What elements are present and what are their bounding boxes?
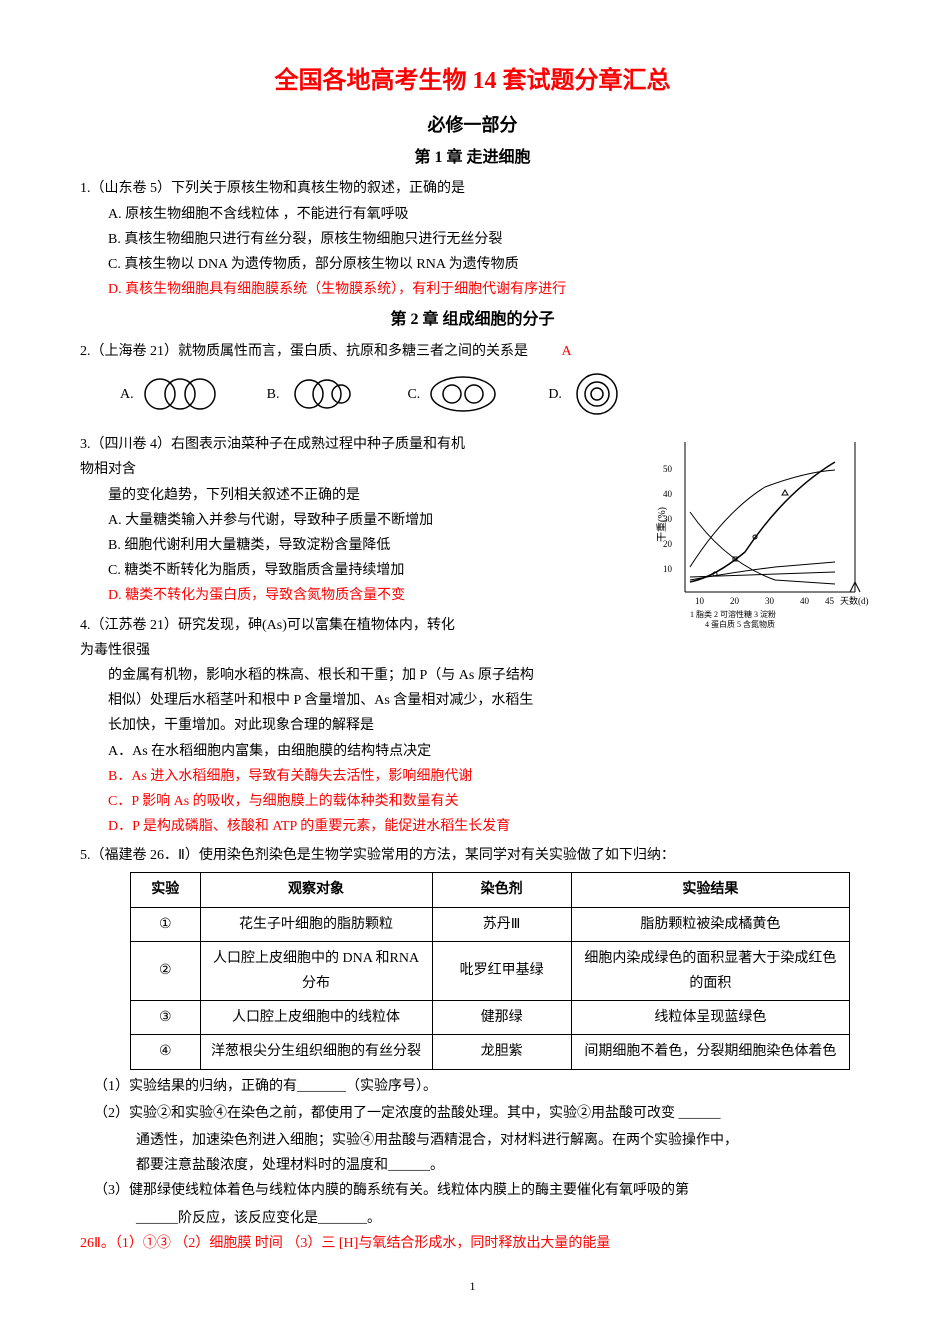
chapter-2-heading: 第 2 章 组成细胞的分子	[80, 306, 865, 335]
q3-option-b: B. 细胞代谢利用大量糖类，导致淀粉含量降低	[80, 533, 620, 558]
q5-answer: 26Ⅱ。（1）①③ （2）细胞膜 时间 （3）三 [H]与氧结合形成水，同时释放…	[80, 1231, 865, 1256]
question-3: 50 40 30 20 10 干重(%) 10 20 30 40 45 天数(d…	[80, 432, 865, 608]
td: ③	[131, 1001, 201, 1035]
q4-stem-3: 的金属有机物，影响水稻的株高、根长和干重；加 P（与 As 原子结构	[80, 663, 865, 688]
q1-option-c: C. 真核生物以 DNA 为遗传物质，部分原核生物以 RNA 为遗传物质	[80, 252, 865, 277]
table-row: ② 人口腔上皮细胞中的 DNA 和RNA 分布 吡罗红甲基绿 细胞内染成绿色的面…	[131, 941, 850, 1000]
q3-option-c: C. 糖类不断转化为脂质，导致脂质含量持续增加	[80, 558, 620, 583]
q4-stem-5: 长加快，干重增加。对此现象合理的解释是	[80, 713, 865, 738]
svg-text:干重(%): 干重(%)	[655, 507, 668, 542]
q2-label-c: C.	[407, 382, 420, 407]
q2-option-d: D.	[548, 372, 625, 416]
table-row: ④ 洋葱根尖分生组织细胞的有丝分裂 龙胆紫 间期细胞不着色，分裂期细胞染色体着色	[131, 1035, 850, 1069]
table-row: ③ 人口腔上皮细胞中的线粒体 健那绿 线粒体呈现蓝绿色	[131, 1001, 850, 1035]
q4-stem-2: 为毒性很强	[80, 638, 865, 663]
q1-option-b: B. 真核生物细胞只进行有丝分裂，原核生物细胞只进行无丝分裂	[80, 227, 865, 252]
svg-text:4 蛋白质 5 含氮物质: 4 蛋白质 5 含氮物质	[705, 619, 775, 629]
td: 花生子叶细胞的脂肪颗粒	[200, 907, 432, 941]
td: 洋葱根尖分生组织细胞的有丝分裂	[200, 1035, 432, 1069]
svg-text:50: 50	[663, 464, 673, 474]
td: 间期细胞不着色，分裂期细胞染色体着色	[571, 1035, 849, 1069]
q2-stem: 2.（上海卷 21）就物质属性而言，蛋白质、抗原和多糖三者之间的关系是 A	[80, 339, 865, 364]
q2-option-a: A.	[120, 376, 217, 412]
svg-text:30: 30	[765, 596, 775, 606]
q2-label-a: A.	[120, 382, 134, 407]
q2-option-c: C.	[407, 374, 498, 414]
document-title: 全国各地高考生物 14 套试题分章汇总	[80, 60, 865, 103]
svg-text:20: 20	[730, 596, 740, 606]
q1-option-a: A. 原核生物细胞不含线粒体 ，不能进行有氧呼吸	[80, 202, 865, 227]
q3-stem-3: 量的变化趋势，下列相关叙述不正确的是	[80, 483, 620, 508]
document-subtitle: 必修一部分	[80, 109, 865, 141]
q1-option-d: D. 真核生物细胞具有细胞膜系统（生物膜系统），有利于细胞代谢有序进行	[80, 277, 865, 302]
svg-text:1 脂类 2 可溶性糖 3 淀粉: 1 脂类 2 可溶性糖 3 淀粉	[690, 609, 776, 619]
td: 龙胆紫	[432, 1035, 571, 1069]
q5-sub2c: 都要注意盐酸浓度，处理材料时的温度和______。	[80, 1153, 865, 1178]
th-1: 观察对象	[200, 873, 432, 907]
venn-diagram-c-icon	[428, 374, 498, 414]
q2-label-b: B.	[267, 382, 280, 407]
q5-table: 实验 观察对象 染色剂 实验结果 ① 花生子叶细胞的脂肪颗粒 苏丹Ⅲ 脂肪颗粒被…	[130, 872, 850, 1069]
th-2: 染色剂	[432, 873, 571, 907]
q2-stem-text: 2.（上海卷 21）就物质属性而言，蛋白质、抗原和多糖三者之间的关系是	[80, 344, 528, 359]
q3-option-a: A. 大量糖类输入并参与代谢，导致种子质量不断增加	[80, 508, 620, 533]
svg-text:40: 40	[663, 489, 673, 499]
table-row: ① 花生子叶细胞的脂肪颗粒 苏丹Ⅲ 脂肪颗粒被染成橘黄色	[131, 907, 850, 941]
svg-text:天数(d): 天数(d)	[840, 595, 869, 606]
q5-sub2b: 通透性，加速染色剂进入细胞；实验④用盐酸与酒精混合，对材料进行解离。在两个实验操…	[80, 1128, 865, 1153]
question-4: 4.（江苏卷 21）研究发现，砷(As)可以富集在植物体内，转化 为毒性很强 的…	[80, 613, 865, 840]
td: 线粒体呈现蓝绿色	[571, 1001, 849, 1035]
q3-chart: 50 40 30 20 10 干重(%) 10 20 30 40 45 天数(d…	[655, 432, 875, 632]
table-header-row: 实验 观察对象 染色剂 实验结果	[131, 873, 850, 907]
venn-diagram-b-icon	[287, 376, 357, 412]
page-number: 1	[80, 1276, 865, 1298]
q5-sub1: （1）实验结果的归纳，正确的有_______（实验序号）。	[80, 1074, 865, 1099]
q4-option-b: B．As 进入水稻细胞，导致有关酶失去活性，影响细胞代谢	[80, 764, 865, 789]
q2-options-row: A. B. C. D.	[80, 364, 865, 428]
td: 苏丹Ⅲ	[432, 907, 571, 941]
q2-option-b: B.	[267, 376, 358, 412]
svg-text:10: 10	[663, 564, 673, 574]
q1-stem: 1.（山东卷 5）下列关于原核生物和真核生物的叙述，正确的是	[80, 176, 865, 201]
q3-stem-2: 物相对含	[80, 457, 620, 482]
td: 细胞内染成绿色的面积显著大于染成红色的面积	[571, 941, 849, 1000]
question-1: 1.（山东卷 5）下列关于原核生物和真核生物的叙述，正确的是 A. 原核生物细胞…	[80, 176, 865, 302]
q5-sub2a: （2）实验②和实验④在染色之前，都使用了一定浓度的盐酸处理。其中，实验②用盐酸可…	[80, 1101, 865, 1126]
svg-text:45: 45	[825, 596, 835, 606]
q3-stem-1: 3.（四川卷 4）右图表示油菜种子在成熟过程中种子质量和有机	[80, 432, 620, 457]
q2-label-d: D.	[548, 382, 562, 407]
td: ②	[131, 941, 201, 1000]
q5-stem: 5.（福建卷 26．Ⅱ）使用染色剂染色是生物学实验常用的方法，某同学对有关实验做…	[80, 843, 865, 868]
q2-answer: A	[562, 344, 572, 359]
question-2: 2.（上海卷 21）就物质属性而言，蛋白质、抗原和多糖三者之间的关系是 A A.…	[80, 339, 865, 428]
td: 吡罗红甲基绿	[432, 941, 571, 1000]
th-0: 实验	[131, 873, 201, 907]
svg-text:10: 10	[695, 596, 705, 606]
q4-option-c: C．P 影响 As 的吸收，与细胞膜上的载体种类和数量有关	[80, 789, 865, 814]
q3-option-d: D. 糖类不转化为蛋白质，导致含氮物质含量不变	[80, 583, 620, 608]
td: 健那绿	[432, 1001, 571, 1035]
td: 脂肪颗粒被染成橘黄色	[571, 907, 849, 941]
q5-sub3b: ______阶反应，该反应变化是_______。	[80, 1206, 865, 1231]
td: ①	[131, 907, 201, 941]
td: 人口腔上皮细胞中的线粒体	[200, 1001, 432, 1035]
question-5: 5.（福建卷 26．Ⅱ）使用染色剂染色是生物学实验常用的方法，某同学对有关实验做…	[80, 843, 865, 1256]
td: 人口腔上皮细胞中的 DNA 和RNA 分布	[200, 941, 432, 1000]
svg-text:40: 40	[800, 596, 810, 606]
q4-option-a: A．As 在水稻细胞内富集，由细胞膜的结构特点决定	[80, 739, 865, 764]
th-3: 实验结果	[571, 873, 849, 907]
q4-option-d: D．P 是构成磷脂、核酸和 ATP 的重要元素，能促进水稻生长发育	[80, 814, 865, 839]
td: ④	[131, 1035, 201, 1069]
q4-stem-4: 相似）处理后水稻茎叶和根中 P 含量增加、As 含量相对减少，水稻生	[80, 688, 865, 713]
chapter-1-heading: 第 1 章 走进细胞	[80, 144, 865, 173]
venn-diagram-a-icon	[142, 376, 217, 412]
venn-diagram-d-icon	[570, 372, 625, 416]
q5-sub3a: （3）健那绿使线粒体着色与线粒体内膜的酶系统有关。线粒体内膜上的酶主要催化有氧呼…	[80, 1178, 865, 1203]
